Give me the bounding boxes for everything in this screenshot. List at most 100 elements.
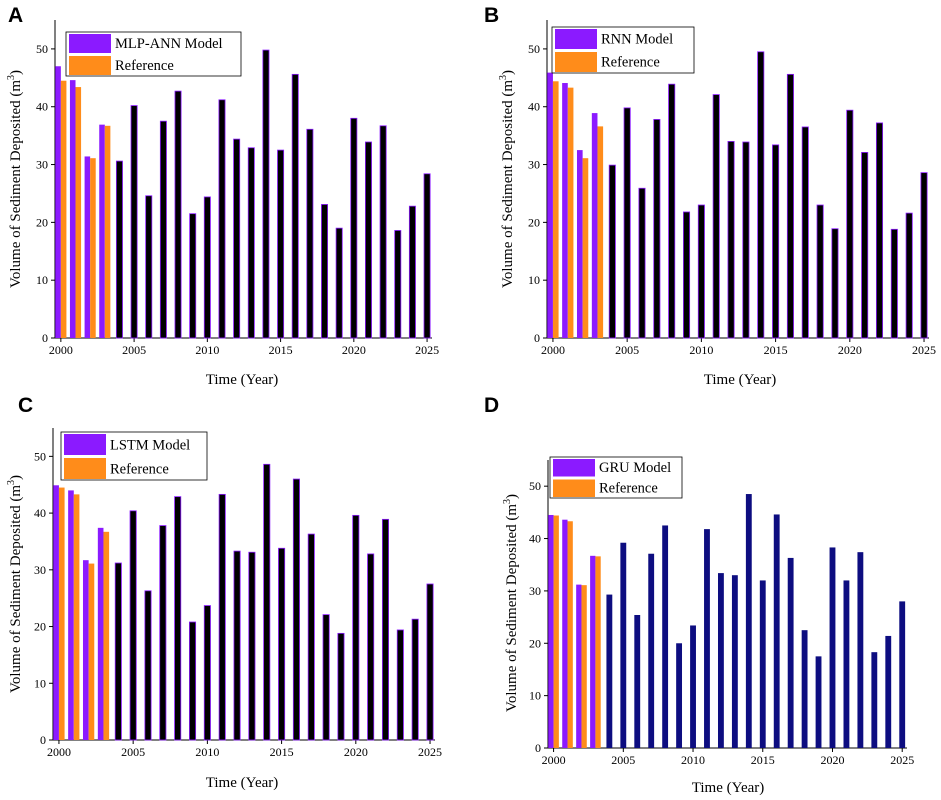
bar-model-2003 [590, 555, 596, 748]
bar-forecast-2022 [379, 125, 387, 339]
x-tick-label: 2020 [342, 343, 366, 357]
bar-model-2001 [69, 80, 76, 338]
bar-model-2002 [84, 156, 91, 338]
x-tick-label: 2025 [415, 343, 439, 357]
y-tick-label: 40 [34, 506, 46, 520]
x-tick-label: 2005 [611, 753, 635, 767]
bar-forecast-2014 [262, 49, 270, 339]
x-tick-label: 2020 [344, 745, 368, 759]
bar-forecast-2019 [831, 228, 839, 339]
bar-forecast-2017 [307, 533, 315, 741]
bar-reference-2001 [75, 87, 82, 338]
bar-forecast-2020 [352, 514, 360, 741]
bar-reference-2003 [103, 531, 110, 740]
x-tick-label: 2010 [681, 753, 705, 767]
bar-forecast-2006 [634, 614, 641, 748]
bar-reference-2001 [567, 521, 573, 748]
legend-swatch-reference [555, 52, 597, 72]
bar-forecast-2008 [668, 83, 676, 339]
x-tick-label: 2005 [615, 343, 639, 357]
bar-forecast-2009 [676, 643, 683, 748]
bar-forecast-2012 [727, 141, 735, 339]
bar-forecast-2018 [322, 614, 330, 741]
y-tick-label: 0 [534, 331, 540, 345]
bar-reference-2002 [582, 158, 589, 338]
bar-forecast-2009 [683, 211, 691, 339]
bar-forecast-2021 [861, 152, 869, 339]
bar-reference-2002 [88, 563, 95, 740]
bar-model-2002 [576, 584, 582, 748]
bar-forecast-2010 [690, 625, 696, 748]
bar-reference-2003 [104, 125, 111, 338]
bar-forecast-2010 [203, 196, 211, 339]
bar-forecast-2012 [717, 573, 724, 748]
bar-forecast-2007 [653, 119, 661, 339]
bar-forecast-2018 [801, 630, 808, 748]
legend: RNN Model Reference [551, 26, 695, 74]
bar-forecast-2023 [394, 230, 402, 339]
bar-forecast-2018 [321, 204, 329, 339]
bar-forecast-2008 [174, 496, 182, 741]
x-tick-label: 2020 [838, 343, 862, 357]
bar-forecast-2024 [905, 212, 913, 339]
y-tick-label: 30 [528, 158, 540, 172]
bar-forecast-2007 [648, 553, 655, 748]
bar-forecast-2025 [920, 172, 928, 339]
legend: GRU Model Reference [549, 456, 683, 499]
y-tick-label: 50 [529, 479, 541, 493]
y-tick-label: 40 [528, 100, 540, 114]
bar-forecast-2025 [426, 583, 434, 741]
bar-forecast-2017 [801, 126, 809, 339]
bar-forecast-2008 [174, 90, 182, 339]
bar-forecast-2013 [742, 141, 750, 339]
bar-model-2003 [591, 113, 598, 338]
bar-forecast-2023 [871, 652, 878, 748]
legend-label-model: LSTM Model [110, 437, 190, 453]
x-tick-label: 2000 [49, 343, 73, 357]
bar-forecast-2023 [890, 228, 898, 339]
bar-forecast-2004 [608, 164, 616, 339]
bar-forecast-2020 [350, 117, 358, 339]
bar-forecast-2011 [712, 94, 720, 339]
legend-label-reference: Reference [115, 58, 174, 74]
bar-forecast-2006 [144, 590, 152, 741]
y-tick-label: 30 [529, 584, 541, 598]
x-tick-label: 2015 [764, 343, 788, 357]
bar-forecast-2015 [759, 580, 766, 748]
bar-forecast-2007 [159, 120, 167, 339]
legend-swatch-reference [64, 458, 106, 479]
bar-forecast-2020 [829, 547, 836, 748]
bar-forecast-2016 [773, 514, 780, 748]
y-tick-label: 50 [34, 449, 46, 463]
bar-reference-2000 [553, 515, 559, 748]
legend: LSTM Model Reference [60, 431, 208, 481]
y-tick-label: 50 [528, 42, 540, 56]
bar-forecast-2005 [620, 542, 627, 748]
panel-c: C 0 10 20 30 40 50 2000 2005 2010 2015 2020 2025 LSTM… [6, 394, 442, 791]
y-tick-label: 0 [42, 331, 48, 345]
bar-model-2000 [547, 72, 553, 338]
bar-forecast-2018 [816, 204, 824, 339]
x-tick-label: 2005 [122, 343, 146, 357]
bar-forecast-2014 [757, 51, 765, 339]
bar-reference-2003 [597, 126, 604, 338]
bar-forecast-2015 [278, 547, 286, 741]
legend-swatch-model [69, 34, 111, 53]
legend-label-reference: Reference [110, 461, 169, 477]
y-tick-label: 0 [40, 733, 46, 747]
legend-swatch-model [64, 434, 106, 455]
x-tick-label: 2015 [269, 343, 293, 357]
y-tick-label: 50 [36, 42, 48, 56]
bar-forecast-2021 [843, 580, 850, 748]
legend-swatch-model [553, 459, 595, 477]
bar-model-2003 [99, 124, 105, 338]
bar-forecast-2017 [306, 128, 314, 339]
bar-forecast-2004 [606, 594, 613, 748]
bar-forecast-2011 [218, 493, 226, 741]
legend-label-reference: Reference [599, 480, 658, 496]
y-tick-label: 20 [36, 215, 48, 229]
bar-forecast-2022 [857, 552, 864, 748]
bar-forecast-2021 [367, 553, 375, 741]
legend-swatch-reference [69, 56, 111, 75]
bar-forecast-2024 [411, 618, 419, 741]
